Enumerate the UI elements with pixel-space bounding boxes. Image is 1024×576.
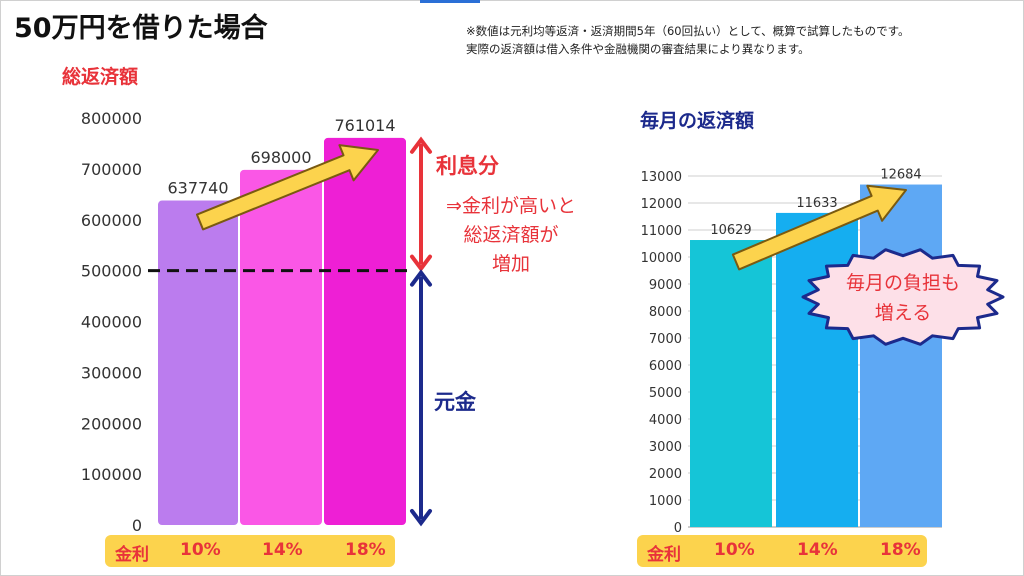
left-bar-value-10%: 637740	[167, 179, 228, 198]
interest-note-line-1: ⇒金利が高いと	[446, 195, 576, 217]
left-rate-bar: 金利 10% 14% 18%	[105, 535, 395, 567]
right-chart-title: 毎月の返済額	[640, 110, 755, 132]
right-rate-label: 金利	[647, 545, 681, 565]
page-title: 50万円を借りた場合	[14, 13, 268, 44]
right-y-tick: 1000	[649, 494, 682, 509]
left-rate-18: 18%	[345, 540, 386, 560]
right-bar-18%	[860, 184, 942, 528]
burst-line-2: 増える	[874, 302, 932, 324]
total-trend-arrow	[196, 144, 379, 231]
left-y-tick: 100000	[81, 465, 142, 484]
right-y-tick: 8000	[649, 305, 682, 320]
burst-line-1: 毎月の負担も	[845, 272, 960, 294]
left-y-tick: 600000	[81, 211, 142, 230]
left-rate-label: 金利	[115, 545, 149, 565]
right-rate-10: 10%	[714, 540, 755, 560]
right-y-tick: 0	[674, 521, 682, 536]
left-bar-value-14%: 698000	[250, 148, 311, 167]
burst-text: 毎月の負担も 増える	[818, 268, 988, 328]
interest-note-line-3: 増加	[491, 253, 530, 275]
right-y-tick: 6000	[649, 359, 682, 374]
top-accent-line	[420, 0, 480, 3]
right-y-tick: 12000	[641, 197, 682, 212]
interest-note: ⇒金利が高いと 総返済額が 増加	[436, 192, 586, 279]
left-y-tick: 500000	[81, 262, 142, 281]
right-y-tick: 7000	[649, 332, 682, 347]
right-bar-value-14%: 11633	[796, 196, 837, 211]
left-y-tick: 400000	[81, 313, 142, 332]
left-bar-value-18%: 761014	[334, 116, 395, 135]
left-y-tick: 700000	[81, 160, 142, 179]
interest-arrow-head-top	[410, 136, 432, 154]
left-bar-10%	[158, 200, 238, 525]
right-y-tick: 3000	[649, 440, 682, 455]
left-rate-10: 10%	[180, 540, 221, 560]
right-bar-value-18%: 12684	[880, 168, 921, 183]
right-rate-14: 14%	[797, 540, 838, 560]
interest-arrow-head-bottom	[410, 254, 432, 272]
right-y-tick: 11000	[641, 224, 682, 239]
left-y-tick: 300000	[81, 363, 142, 382]
right-y-tick: 10000	[641, 251, 682, 266]
burst-callout	[801, 248, 1005, 346]
interest-note-line-2: 総返済額が	[463, 224, 559, 246]
right-bar-value-10%: 10629	[710, 223, 751, 238]
disclaimer-note: ※数値は元利均等返済・返済期間5年（60回払い）として、概算で試算したものです。…	[466, 22, 910, 58]
right-bar-10%	[690, 240, 772, 527]
right-rate-bar: 金利 10% 14% 18%	[637, 535, 927, 567]
right-y-tick: 13000	[641, 170, 682, 185]
principal-label: 元金	[434, 390, 476, 414]
principal-arrow-head-bottom	[410, 509, 432, 527]
right-y-tick: 2000	[649, 467, 682, 482]
right-y-tick: 4000	[649, 413, 682, 428]
monthly-trend-arrow	[731, 184, 907, 271]
right-y-tick: 9000	[649, 278, 682, 293]
left-y-tick: 0	[132, 516, 142, 535]
principal-arrow-head-top	[410, 269, 432, 287]
disclaimer-line-1: ※数値は元利均等返済・返済期間5年（60回払い）として、概算で試算したものです。	[466, 24, 910, 38]
right-rate-18: 18%	[880, 540, 921, 560]
left-rate-14: 14%	[262, 540, 303, 560]
left-chart-title: 総返済額	[62, 66, 139, 88]
disclaimer-line-2: 実際の返済額は借入条件や金融機関の審査結果により異なります。	[466, 42, 810, 56]
left-y-tick: 800000	[81, 109, 142, 128]
right-bar-14%	[776, 212, 858, 527]
right-y-tick: 5000	[649, 386, 682, 401]
interest-label: 利息分	[436, 154, 499, 178]
left-bar-18%	[324, 137, 406, 526]
left-y-tick: 200000	[81, 414, 142, 433]
left-bar-14%	[240, 169, 322, 525]
